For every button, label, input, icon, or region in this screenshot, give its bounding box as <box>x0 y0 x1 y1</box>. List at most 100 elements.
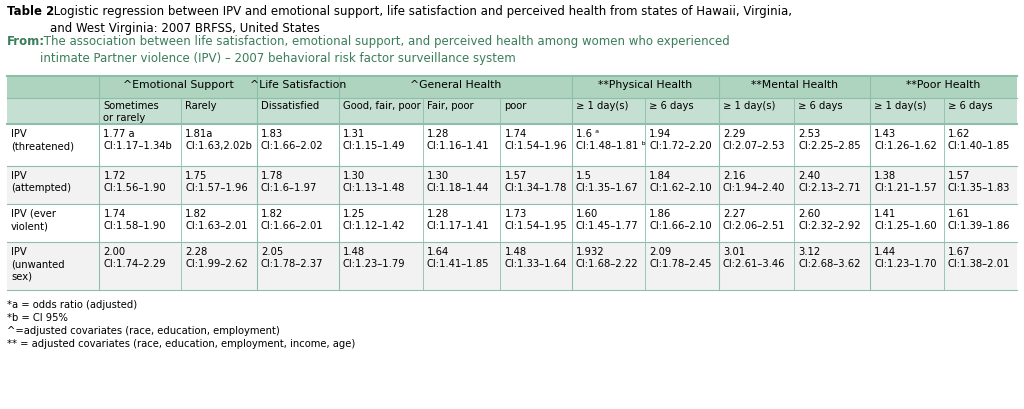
Text: Fair, poor: Fair, poor <box>427 101 473 111</box>
Bar <box>257 98 339 124</box>
Bar <box>501 124 571 166</box>
Bar <box>181 166 257 204</box>
Text: 3.12
CI:2.68–3.62: 3.12 CI:2.68–3.62 <box>799 247 861 270</box>
Text: IPV
(attempted): IPV (attempted) <box>11 171 71 193</box>
Bar <box>7 98 99 124</box>
Bar <box>7 76 99 98</box>
Text: 3.01
CI:2.61–3.46: 3.01 CI:2.61–3.46 <box>723 247 785 270</box>
Text: Logistic regression between IPV and emotional support, life satisfaction and per: Logistic regression between IPV and emot… <box>50 5 792 35</box>
Bar <box>870 204 943 242</box>
Text: ^Life Satisfaction: ^Life Satisfaction <box>250 80 346 90</box>
Text: 1.48
CI:1.23–1.79: 1.48 CI:1.23–1.79 <box>343 247 406 270</box>
Bar <box>501 98 571 124</box>
Text: 1.94
CI:1.72–2.20: 1.94 CI:1.72–2.20 <box>649 129 712 151</box>
Bar <box>870 76 1017 98</box>
Bar <box>181 98 257 124</box>
Text: ≥ 1 day(s): ≥ 1 day(s) <box>723 101 775 111</box>
Bar <box>339 166 423 204</box>
Text: 1.6 ᵃ
CI:1.48–1.81 ᵇ: 1.6 ᵃ CI:1.48–1.81 ᵇ <box>575 129 646 151</box>
Text: ** = adjusted covariates (race, education, employment, income, age): ** = adjusted covariates (race, educatio… <box>7 339 355 349</box>
Text: 1.83
CI:1.66–2.02: 1.83 CI:1.66–2.02 <box>261 129 324 151</box>
Bar <box>645 166 719 204</box>
Text: 1.30
CI:1.18–1.44: 1.30 CI:1.18–1.44 <box>427 171 489 193</box>
Bar <box>943 166 1017 204</box>
Bar <box>943 124 1017 166</box>
Text: 1.41
CI:1.25–1.60: 1.41 CI:1.25–1.60 <box>874 209 937 231</box>
Text: 2.27
CI:2.06–2.51: 2.27 CI:2.06–2.51 <box>723 209 785 231</box>
Bar <box>645 124 719 166</box>
Bar <box>423 242 501 290</box>
Bar <box>645 98 719 124</box>
Bar <box>99 242 181 290</box>
Bar <box>719 242 795 290</box>
Text: IPV (ever
violent): IPV (ever violent) <box>11 209 56 231</box>
Bar <box>795 166 870 204</box>
Bar <box>501 204 571 242</box>
Bar <box>870 98 943 124</box>
Text: IPV
(threatened): IPV (threatened) <box>11 129 74 151</box>
Text: 1.72
CI:1.56–1.90: 1.72 CI:1.56–1.90 <box>103 171 166 193</box>
Text: 1.82
CI:1.66–2.01: 1.82 CI:1.66–2.01 <box>261 209 324 231</box>
Bar <box>257 76 339 98</box>
Text: ≥ 6 days: ≥ 6 days <box>649 101 694 111</box>
Text: 2.60
CI:2.32–2.92: 2.60 CI:2.32–2.92 <box>799 209 861 231</box>
Text: 2.29
CI:2.07–2.53: 2.29 CI:2.07–2.53 <box>723 129 785 151</box>
Bar <box>423 98 501 124</box>
Text: ^General Health: ^General Health <box>410 80 501 90</box>
Bar <box>719 98 795 124</box>
Text: 1.932
CI:1.68–2.22: 1.932 CI:1.68–2.22 <box>575 247 639 270</box>
Bar <box>571 204 645 242</box>
Text: ≥ 6 days: ≥ 6 days <box>799 101 843 111</box>
Text: 1.74
CI:1.54–1.96: 1.74 CI:1.54–1.96 <box>505 129 567 151</box>
Text: 1.73
CI:1.54–1.95: 1.73 CI:1.54–1.95 <box>505 209 567 231</box>
Bar <box>870 242 943 290</box>
Text: Table 2: Table 2 <box>7 5 54 18</box>
Text: 1.31
CI:1.15–1.49: 1.31 CI:1.15–1.49 <box>343 129 406 151</box>
Text: **Mental Health: **Mental Health <box>751 80 838 90</box>
Text: ^=adjusted covariates (race, education, employment): ^=adjusted covariates (race, education, … <box>7 326 280 336</box>
Bar <box>99 166 181 204</box>
Bar <box>423 166 501 204</box>
Text: 2.53
CI:2.25–2.85: 2.53 CI:2.25–2.85 <box>799 129 861 151</box>
Bar <box>870 166 943 204</box>
Text: 1.30
CI:1.13–1.48: 1.30 CI:1.13–1.48 <box>343 171 406 193</box>
Text: Dissatisfied: Dissatisfied <box>261 101 319 111</box>
Text: 1.81a
CI:1.63,2.02b: 1.81a CI:1.63,2.02b <box>185 129 252 151</box>
Bar <box>571 166 645 204</box>
Bar <box>99 98 181 124</box>
Text: 2.28
CI:1.99–2.62: 2.28 CI:1.99–2.62 <box>185 247 248 270</box>
Text: 1.44
CI:1.23–1.70: 1.44 CI:1.23–1.70 <box>874 247 937 270</box>
Text: 2.00
CI:1.74–2.29: 2.00 CI:1.74–2.29 <box>103 247 166 270</box>
Text: ≥ 1 day(s): ≥ 1 day(s) <box>575 101 628 111</box>
Text: ≥ 6 days: ≥ 6 days <box>947 101 992 111</box>
Bar <box>795 98 870 124</box>
Text: 1.67
CI:1.38–2.01: 1.67 CI:1.38–2.01 <box>947 247 1010 270</box>
Bar <box>943 98 1017 124</box>
Text: 1.28
CI:1.16–1.41: 1.28 CI:1.16–1.41 <box>427 129 489 151</box>
Text: Good, fair, poor: Good, fair, poor <box>343 101 421 111</box>
Text: The association between life satisfaction, emotional support, and perceived heal: The association between life satisfactio… <box>40 35 730 65</box>
Text: 2.05
CI:1.78–2.37: 2.05 CI:1.78–2.37 <box>261 247 324 270</box>
Text: 2.09
CI:1.78–2.45: 2.09 CI:1.78–2.45 <box>649 247 712 270</box>
Bar <box>7 242 99 290</box>
Text: 1.86
CI:1.66–2.10: 1.86 CI:1.66–2.10 <box>649 209 712 231</box>
Text: ^Emotional Support: ^Emotional Support <box>123 80 233 90</box>
Text: 1.61
CI:1.39–1.86: 1.61 CI:1.39–1.86 <box>947 209 1010 231</box>
Bar <box>719 76 870 98</box>
Text: 1.62
CI:1.40–1.85: 1.62 CI:1.40–1.85 <box>947 129 1010 151</box>
Bar <box>501 166 571 204</box>
Bar <box>719 204 795 242</box>
Text: 2.16
CI:1.94–2.40: 2.16 CI:1.94–2.40 <box>723 171 785 193</box>
Bar <box>339 204 423 242</box>
Bar <box>7 166 99 204</box>
Text: 1.64
CI:1.41–1.85: 1.64 CI:1.41–1.85 <box>427 247 489 270</box>
Text: 1.78
CI:1.6–1.97: 1.78 CI:1.6–1.97 <box>261 171 317 193</box>
Bar <box>181 204 257 242</box>
Bar <box>645 204 719 242</box>
Text: 1.57
CI:1.34–1.78: 1.57 CI:1.34–1.78 <box>505 171 567 193</box>
Bar <box>99 124 181 166</box>
Text: ≥ 1 day(s): ≥ 1 day(s) <box>874 101 927 111</box>
Text: 1.38
CI:1.21–1.57: 1.38 CI:1.21–1.57 <box>874 171 937 193</box>
Bar <box>181 242 257 290</box>
Bar <box>795 242 870 290</box>
